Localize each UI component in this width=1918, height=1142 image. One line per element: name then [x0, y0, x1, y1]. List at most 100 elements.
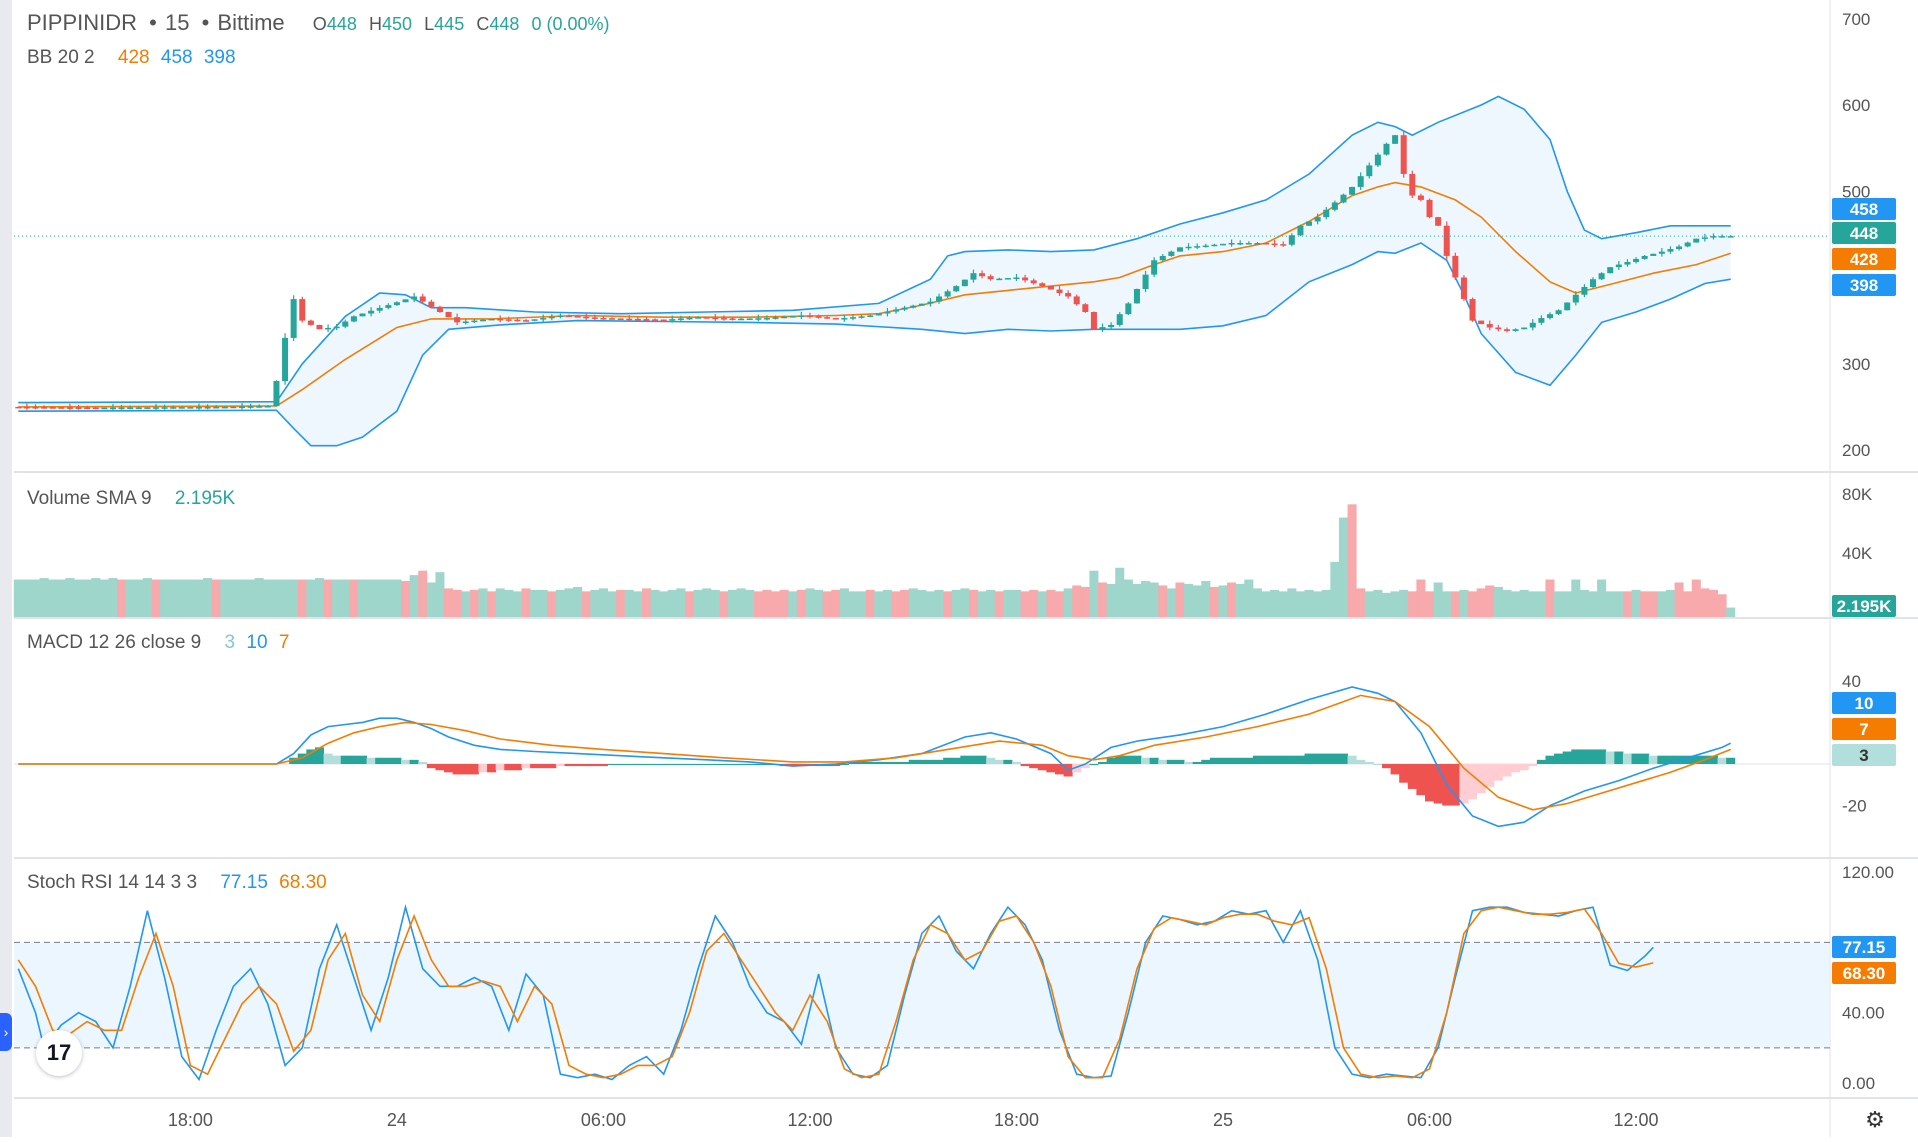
volume-bar: [332, 579, 342, 617]
candle: [1503, 327, 1510, 333]
volume-bar: [771, 591, 781, 617]
symbol-legend[interactable]: PIPPINIDR • 15 • Bittime O448 H450 L445 …: [27, 10, 616, 36]
gear-icon[interactable]: ⚙: [1863, 1108, 1887, 1132]
candle-body: [144, 407, 151, 409]
volume-bar: [633, 591, 643, 617]
candle: [204, 404, 211, 410]
macd-legend[interactable]: MACD 12 26 close 9 3 10 7: [27, 632, 295, 654]
candle-body: [970, 273, 977, 280]
volume-bar: [177, 579, 187, 617]
macd-hist-bar: [1020, 764, 1030, 767]
macd-label-macd-text: 10: [1855, 694, 1874, 713]
candle-body: [109, 407, 116, 410]
volume-bar: [1433, 582, 1443, 617]
macd-hist-bar: [977, 755, 987, 764]
candle: [514, 317, 521, 322]
macd-hist-bar: [366, 757, 376, 764]
candle: [703, 317, 710, 319]
candle: [1142, 270, 1149, 293]
macd-hist-bar: [1554, 753, 1564, 764]
volume-bar: [1708, 589, 1719, 617]
volume-bar: [366, 579, 376, 617]
macd-hist-bar: [1166, 759, 1176, 764]
candle: [1693, 238, 1700, 243]
bb-legend[interactable]: BB 20 2 428 458 398: [27, 47, 242, 69]
candle-body: [1650, 253, 1657, 256]
macd-hist-bar: [788, 764, 798, 767]
volume-bar: [1640, 591, 1650, 617]
candle-body: [58, 407, 65, 409]
candle: [15, 406, 22, 409]
candle-body: [15, 406, 22, 409]
volume-legend[interactable]: Volume SMA 9 2.195K: [27, 488, 241, 510]
candle-body: [256, 406, 263, 408]
volume-bar: [1338, 517, 1348, 617]
volume-bar: [1519, 589, 1529, 617]
candle: [109, 404, 116, 411]
candle-body: [23, 406, 30, 409]
stoch-legend[interactable]: Stoch RSI 14 14 3 3 77.15 68.30: [27, 872, 333, 894]
candle: [1486, 320, 1493, 331]
macd-hist-bar: [1640, 753, 1650, 764]
candle-body: [84, 407, 91, 410]
volume-bar: [1381, 592, 1392, 617]
macd-hist-bar: [1252, 755, 1262, 764]
volume-bar: [383, 579, 393, 617]
candle-body: [1159, 255, 1166, 261]
macd-hist-bar: [831, 764, 841, 767]
candle-body: [1383, 143, 1390, 155]
candle-body: [1065, 293, 1072, 297]
candle: [798, 311, 805, 319]
volume-bar: [1364, 591, 1374, 617]
candle: [832, 317, 839, 320]
volume-bar: [1579, 589, 1589, 617]
volume-value-label-text: 2.195K: [1837, 597, 1893, 616]
macd-hist-bar: [435, 764, 445, 771]
tradingview-logo-icon[interactable]: 17: [36, 1030, 82, 1076]
macd-hist-bar: [1433, 764, 1443, 804]
stoch-label-d-bg: [1832, 962, 1896, 984]
candle-body: [936, 296, 943, 302]
candle: [462, 318, 469, 325]
candle: [1297, 224, 1304, 237]
candle: [101, 407, 108, 410]
candle-body: [1409, 173, 1416, 196]
x-axis-label-06:00: 06:00: [581, 1110, 626, 1130]
volume-bar: [418, 570, 428, 617]
volume-bar: [1141, 581, 1151, 617]
price-label-bb-lower: 398: [1832, 274, 1896, 296]
candle-body: [221, 406, 228, 409]
macd-label-signal-bg: [1832, 718, 1896, 740]
volume-bar: [168, 579, 178, 617]
candle-body: [282, 337, 289, 382]
macd-hist-bar: [1184, 761, 1194, 764]
candle-body: [1641, 255, 1648, 259]
candle: [471, 318, 478, 323]
volume-bar: [1158, 585, 1168, 617]
expand-toolbar-button[interactable]: ›: [0, 1013, 12, 1051]
price-tick-500: 500: [1842, 182, 1870, 201]
volume-bar: [745, 589, 755, 617]
candle-body: [1211, 244, 1218, 247]
candle-body: [1693, 238, 1700, 243]
candle-body: [686, 317, 693, 320]
macd-label-macd: 10: [1832, 692, 1896, 714]
macd-hist-bar: [676, 764, 686, 765]
candle: [781, 315, 788, 319]
volume-bar: [1321, 589, 1331, 617]
candle-body: [1039, 283, 1046, 287]
volume-bar: [1278, 591, 1288, 617]
candle: [1417, 193, 1424, 202]
candle: [936, 293, 943, 304]
candle-body: [1366, 165, 1373, 177]
volume-bar: [1218, 585, 1228, 617]
macd-hist-bar: [461, 764, 471, 775]
volume-bar: [435, 572, 445, 617]
candle-body: [944, 291, 951, 297]
candle: [1211, 243, 1218, 247]
candle-body: [566, 315, 573, 317]
candle: [1004, 277, 1011, 280]
volume-bar: [1080, 586, 1090, 617]
